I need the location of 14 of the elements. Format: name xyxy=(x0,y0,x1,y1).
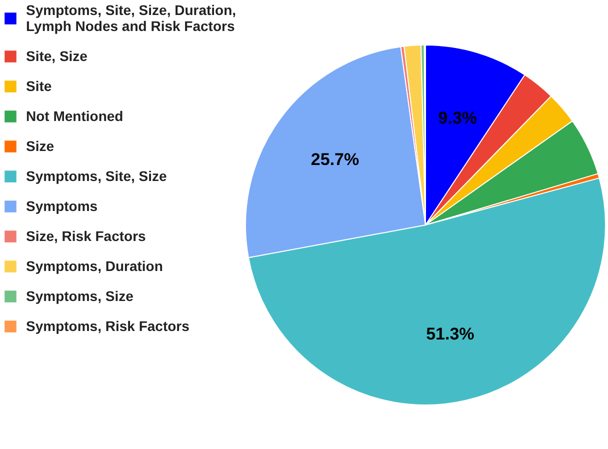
legend-label: Site, Size xyxy=(26,48,88,64)
legend-label: Site xyxy=(26,78,52,94)
legend-label: Size, Risk Factors xyxy=(26,228,146,244)
legend-label: Symptoms, Site, Size, Duration, Lymph Nodes and Risk Factors xyxy=(26,2,236,34)
data-label: 51.3% xyxy=(426,324,474,344)
legend-label: Symptoms xyxy=(26,198,98,214)
legend-label: Symptoms, Risk Factors xyxy=(26,318,190,334)
legend-label: Size xyxy=(26,138,54,154)
legend-label: Symptoms, Site, Size xyxy=(26,168,167,184)
legend-label: Not Mentioned xyxy=(26,108,124,124)
legend-label: Symptoms, Size xyxy=(26,288,134,304)
data-label: 25.7% xyxy=(310,150,360,170)
legend-label: Symptoms, Duration xyxy=(26,258,163,274)
data-label: 9.3% xyxy=(438,108,478,128)
